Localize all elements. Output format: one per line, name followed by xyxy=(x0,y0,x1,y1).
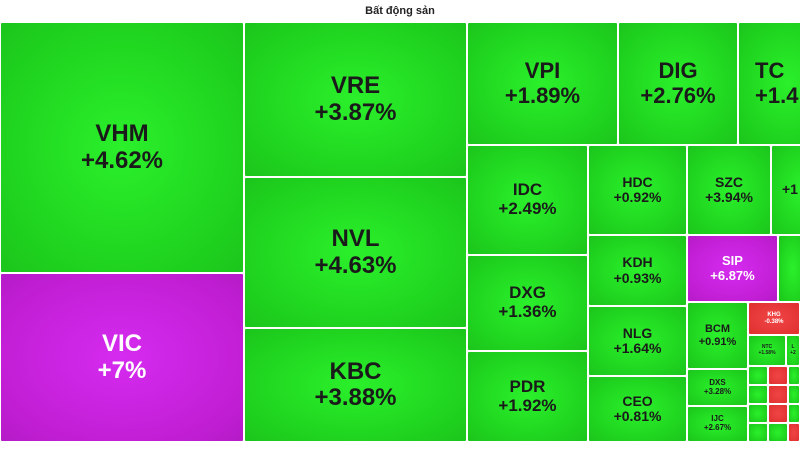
tile-vpi[interactable]: VPI +1.89% xyxy=(467,22,618,145)
change-label: +1.58% xyxy=(758,349,776,356)
ticker-label: VPI xyxy=(524,58,561,84)
change-label: +3.94% xyxy=(705,189,753,205)
tile-small[interactable] xyxy=(768,385,788,404)
ticker-label: L xyxy=(791,344,795,350)
change-label: +0.91% xyxy=(698,335,737,348)
tile-edge-2[interactable] xyxy=(778,235,800,302)
tile-kbc[interactable]: KBC +3.88% xyxy=(244,328,467,442)
change-label: +0.81% xyxy=(613,408,662,424)
ticker-label: DXS xyxy=(709,377,726,387)
change-label: -0.38% xyxy=(764,318,784,325)
tile-khg[interactable]: KHG -0.38% xyxy=(748,302,800,335)
tile-kdh[interactable]: KDH +0.93% xyxy=(588,235,687,306)
change-label: +2.67% xyxy=(703,423,732,432)
ticker-label: NVL xyxy=(331,225,380,253)
ticker-label: VRE xyxy=(330,72,381,100)
tile-small[interactable] xyxy=(768,366,788,385)
tile-small[interactable] xyxy=(788,423,800,442)
ticker-label: KDH xyxy=(622,254,653,271)
tile-edge-1[interactable]: +1 xyxy=(771,145,800,235)
change-label: +1.36% xyxy=(498,302,557,321)
tile-szc[interactable]: SZC +3.94% xyxy=(687,145,771,235)
change-label: +4.63% xyxy=(314,251,397,279)
tile-pdr[interactable]: PDR +1.92% xyxy=(467,351,588,442)
ticker-label: HDC xyxy=(622,173,653,190)
change-label: +0.92% xyxy=(613,189,662,205)
tile-nlg[interactable]: NLG +1.64% xyxy=(588,306,687,376)
ticker-label: IJC xyxy=(711,414,724,424)
change-label: +1.89% xyxy=(504,82,581,108)
change-label: +2.49% xyxy=(498,199,557,218)
ticker-label: KBC xyxy=(329,357,382,385)
change-label: +1 xyxy=(782,181,798,198)
change-label: +0.93% xyxy=(613,269,662,286)
change-label: +3.28% xyxy=(703,386,732,396)
tile-hdc[interactable]: HDC +0.92% xyxy=(588,145,687,235)
tile-small[interactable] xyxy=(748,404,768,423)
ticker-label: CEO xyxy=(622,392,653,409)
tile-dxs[interactable]: DXS +3.28% xyxy=(687,369,748,406)
change-label: +3.88% xyxy=(314,384,397,411)
change-label: +1.92% xyxy=(498,395,557,415)
tile-ceo[interactable]: CEO +0.81% xyxy=(588,376,687,442)
ticker-label: NLG xyxy=(622,324,653,341)
change-label: +7% xyxy=(97,356,147,384)
tile-dig[interactable]: DIG +2.76% xyxy=(618,22,738,145)
tile-nvl[interactable]: NVL +4.63% xyxy=(244,177,467,328)
tile-idc[interactable]: IDC +2.49% xyxy=(467,145,588,255)
tile-dxg[interactable]: DXG +1.36% xyxy=(467,255,588,351)
change-label: +2.76% xyxy=(640,82,716,108)
ticker-label: VHM xyxy=(95,120,149,148)
ticker-label: DIG xyxy=(658,58,698,84)
tile-small[interactable] xyxy=(748,385,768,404)
tile-vre[interactable]: VRE +3.87% xyxy=(244,22,467,177)
ticker-label: VIC xyxy=(101,330,142,358)
ticker-label: SIP xyxy=(722,253,743,269)
tile-ijc[interactable]: IJC +2.67% xyxy=(687,406,748,442)
ticker-label: NTC xyxy=(761,344,773,350)
tile-tc[interactable]: TC +1.4 xyxy=(738,22,800,145)
change-label: +4.62% xyxy=(80,146,164,174)
ticker-label: IDC xyxy=(512,180,543,200)
ticker-label: PDR xyxy=(509,376,546,396)
tile-bcm[interactable]: BCM +0.91% xyxy=(687,302,748,369)
tile-small[interactable] xyxy=(768,404,788,423)
ticker-label: SZC xyxy=(715,173,743,190)
tile-ntc[interactable]: NTC +1.58% xyxy=(748,335,786,366)
tile-small[interactable] xyxy=(748,423,768,442)
tile-vic[interactable]: VIC +7% xyxy=(0,273,244,442)
tile-vhm[interactable]: VHM +4.62% xyxy=(0,22,244,273)
ticker-label: KHG xyxy=(767,311,781,318)
change-label: +1.64% xyxy=(613,340,662,356)
tile-small[interactable] xyxy=(788,404,800,423)
tile-small[interactable] xyxy=(788,385,800,404)
ticker-label: TC xyxy=(755,58,785,84)
tile-sip[interactable]: SIP +6.87% xyxy=(687,235,778,302)
ticker-label: BCM xyxy=(704,323,731,336)
ticker-label: DXG xyxy=(509,283,546,303)
change-label: +6.87% xyxy=(710,267,755,283)
change-label: +1.4 xyxy=(755,82,799,108)
change-label: +2 xyxy=(790,349,796,356)
tile-small[interactable] xyxy=(748,366,768,385)
tile-small[interactable] xyxy=(768,423,788,442)
tile-edge-3[interactable]: L +2 xyxy=(786,335,800,366)
tile-small[interactable] xyxy=(788,366,800,385)
sector-title: Bất động sản xyxy=(365,5,435,17)
change-label: +3.87% xyxy=(314,98,397,126)
